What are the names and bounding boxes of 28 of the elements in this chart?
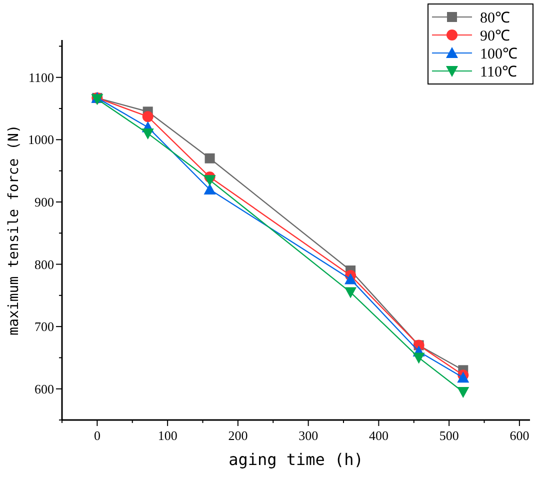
point	[457, 386, 470, 398]
y-tick-label: 900	[34, 194, 54, 210]
x-tick-label: 0	[94, 428, 100, 443]
x-tick-label: 300	[298, 428, 318, 443]
y-axis-title: maximum tensile force (N)	[6, 124, 22, 336]
point	[344, 287, 357, 298]
y-tick-label: 600	[34, 381, 54, 396]
y-tick-label: 1000	[28, 132, 54, 148]
y-tick-label: 800	[34, 256, 54, 272]
point	[142, 128, 154, 140]
x-tick-label: 100	[158, 428, 178, 443]
x-tick-label: 500	[439, 428, 459, 443]
point	[142, 111, 154, 122]
legend-label: 80℃	[480, 10, 510, 26]
legend-label: 100℃	[480, 46, 518, 62]
point	[204, 175, 216, 186]
y-tick-label: 700	[34, 319, 54, 334]
x-tick-label: 200	[228, 428, 248, 443]
point	[204, 153, 215, 164]
point	[412, 352, 425, 364]
point	[204, 184, 216, 195]
x-axis-title: aging time (h)	[228, 450, 364, 469]
y-tick-label: 1100	[28, 70, 54, 85]
legend-label: 90℃	[480, 28, 510, 44]
x-tick-label: 400	[368, 428, 388, 443]
legend-label: 110℃	[480, 64, 517, 80]
x-tick-label: 600	[510, 428, 530, 443]
point	[344, 273, 357, 284]
